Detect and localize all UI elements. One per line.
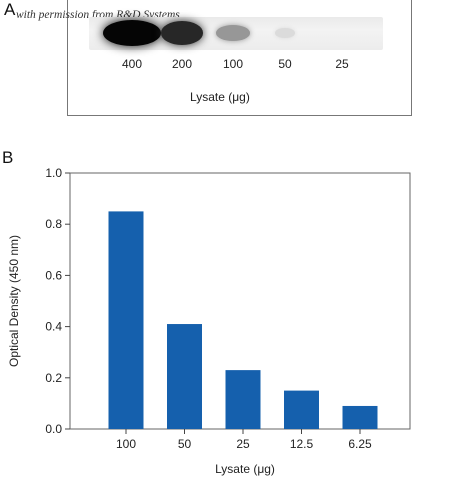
y-tick-label: 0.8	[45, 217, 62, 231]
blot-band-50	[275, 27, 295, 39]
y-tick-label: 0.6	[45, 268, 62, 282]
panel-b-label: B	[2, 148, 14, 167]
x-tick-label: 100	[116, 437, 136, 451]
y-tick-label: 0.0	[45, 422, 62, 436]
western-blot-strip	[89, 17, 383, 50]
y-tick-label: 1.0	[45, 166, 62, 180]
bar-12.5	[284, 390, 319, 429]
x-tick-label: 25	[236, 437, 250, 451]
panel-a-label: A	[4, 0, 16, 19]
lane-label-400: 400	[121, 57, 143, 71]
x-tick-label: 50	[178, 437, 192, 451]
lane-label-100: 100	[222, 57, 244, 71]
y-tick-label: 0.2	[45, 371, 62, 385]
x-axis-title: Lysate (μg)	[215, 462, 275, 476]
lane-label-200: 200	[171, 57, 193, 71]
y-tick-label: 0.4	[45, 320, 62, 334]
blot-axis-label: Lysate (μg)	[190, 90, 250, 104]
y-axis-title: Optical Density (450 nm)	[7, 235, 21, 367]
lane-label-50: 50	[278, 57, 292, 71]
bar-6.25	[342, 405, 378, 429]
lane-label-25: 25	[335, 57, 349, 71]
blot-band-400	[103, 20, 161, 46]
bar-100	[108, 211, 144, 429]
blot-band-200	[161, 21, 203, 45]
x-tick-label: 12.5	[290, 437, 314, 451]
bar-chart: 0.0 0.2 0.4 0.6 0.8 1.0 100 50 25 12.5 6.25 Lysat…	[7, 166, 411, 476]
bar-50	[167, 324, 202, 429]
blot-band-100	[216, 25, 250, 41]
bar-25	[225, 370, 261, 429]
x-tick-label: 6.25	[348, 437, 372, 451]
